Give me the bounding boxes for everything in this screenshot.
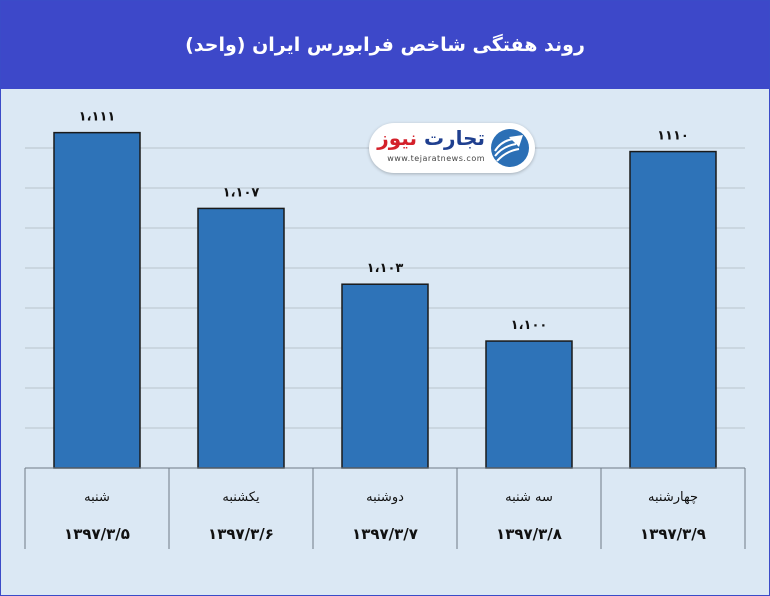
date-label-3: ۱۳۹۷/۳/۷	[352, 525, 418, 543]
category-label-3: دوشنبه	[366, 490, 404, 505]
value-label-3: ۱،۱۰۳	[367, 261, 404, 276]
bar-4	[485, 340, 573, 469]
date-label-4: ۱۳۹۷/۳/۸	[496, 525, 562, 543]
logo-wordmark: تجارت نیوز	[377, 126, 485, 150]
date-label-2: ۱۳۹۷/۳/۶	[208, 525, 274, 543]
chart-title: روند هفتگی شاخص فرابورس ایران (واحد)	[185, 34, 585, 56]
category-label-5: چهارشنبه	[648, 490, 698, 505]
chart-header: روند هفتگی شاخص فرابورس ایران (واحد)	[1, 1, 769, 89]
bar-2	[197, 207, 285, 469]
logo-text-b: نیوز	[377, 126, 417, 150]
logo-arrow-icon	[491, 129, 529, 167]
date-label-5: ۱۳۹۷/۳/۹	[640, 525, 706, 543]
value-labels: ۱،۱۱۱ ۱،۱۰۷ ۱،۱۰۳ ۱،۱۰۰ ۱۱۱۰	[79, 110, 689, 333]
bar-3	[341, 283, 429, 469]
category-label-1: شنبه	[84, 490, 110, 505]
date-label-1: ۱۳۹۷/۳/۵	[64, 525, 130, 543]
category-table: شنبه ۱۳۹۷/۳/۵ یکشنبه ۱۳۹۷/۳/۶ دوشنبه ۱۳۹۷/۳/۷…	[24, 467, 746, 549]
value-label-4: ۱،۱۰۰	[511, 318, 548, 333]
logo-url: www.tejaratnews.com	[387, 154, 485, 163]
value-label-1: ۱،۱۱۱	[79, 110, 116, 125]
bar-5	[629, 150, 717, 469]
value-label-5: ۱۱۱۰	[657, 129, 689, 144]
bars	[53, 131, 717, 469]
category-label-4: سه شنبه	[505, 490, 553, 505]
category-label-2: یکشنبه	[222, 490, 260, 505]
logo-text-a: تجارت	[423, 126, 485, 150]
value-label-2: ۱،۱۰۷	[223, 185, 260, 200]
tejaratnews-logo: تجارت نیوز www.tejaratnews.com	[369, 123, 535, 173]
bar-1	[53, 131, 141, 469]
